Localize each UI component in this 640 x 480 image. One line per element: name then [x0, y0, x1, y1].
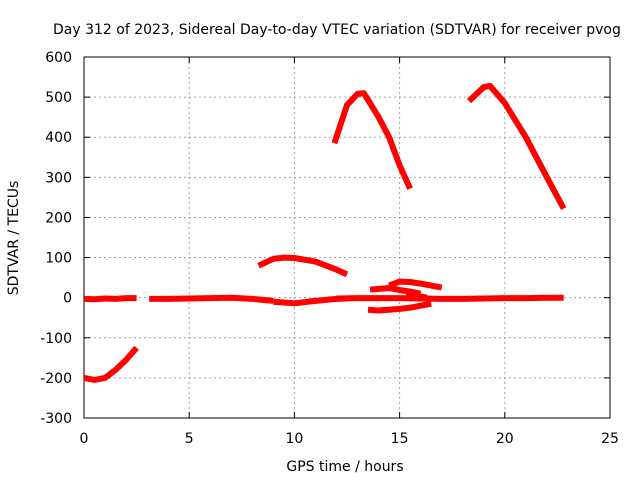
- y-tick-label: 0: [63, 291, 72, 307]
- x-tick-label: 0: [80, 431, 89, 447]
- x-tick-label: 10: [285, 431, 303, 447]
- series-seg11: [369, 285, 422, 297]
- x-tick-label: 25: [601, 431, 619, 447]
- x-tick-label: 15: [391, 431, 409, 447]
- y-tick-label: 500: [45, 90, 72, 106]
- series-seg12: [405, 291, 428, 301]
- y-tick-label: -200: [40, 371, 72, 387]
- y-tick-label: -300: [40, 411, 72, 427]
- series-seg2: [83, 295, 137, 303]
- plot-frame: [83, 56, 611, 419]
- series-seg1: [83, 345, 139, 383]
- y-tick-label: 200: [45, 210, 72, 226]
- series-seg5: [336, 294, 564, 302]
- y-tick-label: 300: [45, 170, 72, 186]
- y-tick-label: 100: [45, 251, 72, 267]
- grid: [84, 57, 610, 418]
- y-tick-label: 400: [45, 130, 72, 146]
- series-seg4: [273, 295, 348, 307]
- y-tick-label: 600: [45, 50, 72, 66]
- series-group: [83, 82, 567, 383]
- series-seg6: [257, 254, 349, 278]
- series-seg7: [331, 90, 413, 190]
- y-axis-label: SDTVAR / TECUs: [6, 181, 22, 296]
- series-seg8: [466, 82, 567, 211]
- x-tick-label: 5: [185, 431, 194, 447]
- y-tick-label: -100: [40, 331, 72, 347]
- series-seg9: [388, 278, 443, 291]
- x-axis-label: GPS time / hours: [286, 459, 403, 475]
- series-seg10: [367, 300, 432, 314]
- x-tick-label: 20: [496, 431, 514, 447]
- ticks: 0 5 10 15 20 25 -300 -200 -100 0 100 200 300 400 500 60…: [40, 50, 619, 447]
- series-seg3: [149, 294, 274, 304]
- chart-title: Day 312 of 2023, Sidereal Day-to-day VTE…: [53, 22, 621, 38]
